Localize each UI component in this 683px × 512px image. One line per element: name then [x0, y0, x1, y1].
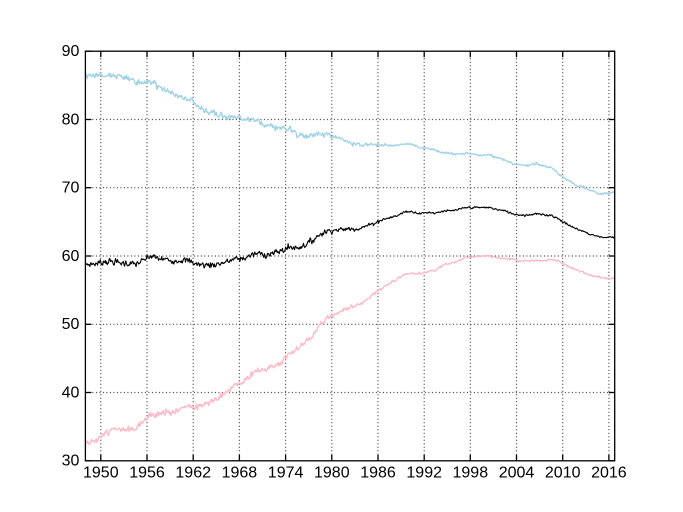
svg-text:90: 90 [62, 43, 80, 60]
svg-text:60: 60 [62, 248, 80, 265]
svg-text:1980: 1980 [314, 465, 350, 482]
svg-text:1992: 1992 [406, 465, 442, 482]
svg-text:1950: 1950 [83, 465, 119, 482]
svg-text:50: 50 [62, 316, 80, 333]
svg-text:1956: 1956 [129, 465, 165, 482]
svg-text:40: 40 [62, 384, 80, 401]
svg-text:1986: 1986 [360, 465, 396, 482]
svg-text:1974: 1974 [268, 465, 304, 482]
svg-text:2016: 2016 [591, 465, 627, 482]
svg-text:70: 70 [62, 180, 80, 197]
svg-text:1998: 1998 [453, 465, 489, 482]
svg-text:30: 30 [62, 453, 80, 470]
svg-text:2004: 2004 [499, 465, 535, 482]
svg-text:2010: 2010 [545, 465, 581, 482]
svg-text:80: 80 [62, 111, 80, 128]
svg-text:1968: 1968 [222, 465, 258, 482]
svg-text:1962: 1962 [175, 465, 211, 482]
